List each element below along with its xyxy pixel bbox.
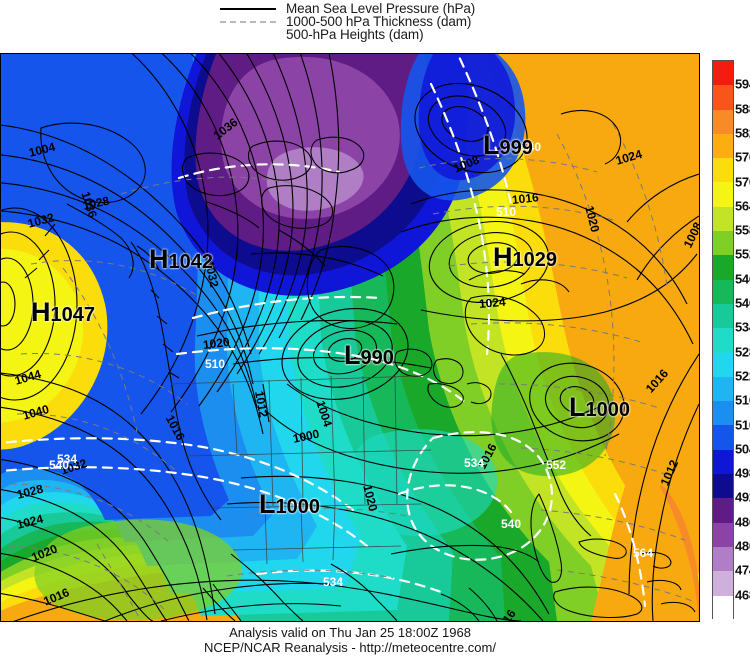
colorbar-tick: 582: [735, 125, 750, 141]
pressure-center-value: 1000: [585, 399, 631, 421]
thickness-label: 510: [496, 205, 517, 219]
colorbar-tick: 564: [735, 198, 750, 214]
pressure-center-type: H: [149, 244, 169, 274]
legend-label-heights: 500-hPa Heights (dam): [286, 27, 424, 42]
colorbar-cell: [713, 279, 733, 304]
legend-item-heights: 500-hPa Heights (dam): [220, 27, 424, 42]
colorbar-cell: [713, 182, 733, 207]
colorbar-cell: [713, 206, 733, 232]
map-contour-graphic: [1, 54, 699, 621]
colorbar-tick: 486: [735, 514, 750, 530]
colorbar-cell: [713, 61, 733, 86]
colorbar-tick: 540: [735, 295, 750, 311]
colorbar-tick: 498: [735, 465, 750, 481]
colorbar-tick: 468: [735, 587, 750, 603]
colorbar-tick: 534: [735, 319, 750, 335]
pressure-center-l-990: L990: [344, 342, 394, 369]
pressure-center-h-1042: H1042: [149, 246, 213, 273]
colorbar-tick: 552: [735, 246, 750, 262]
caption-line-1: Analysis valid on Thu Jan 25 18:00Z 1968: [229, 625, 471, 640]
thickness-label: 540: [501, 517, 522, 531]
pressure-center-l-999: L999: [483, 132, 533, 159]
colorbar-tick: 510: [735, 417, 750, 432]
pressure-center-h-1029: H1029: [493, 244, 557, 271]
legend-label-mslp: Mean Sea Level Pressure (hPa): [286, 1, 476, 16]
pressure-center-type: L: [259, 489, 276, 519]
colorbar-tick: 594: [735, 76, 750, 92]
pressure-center-value: 990: [360, 347, 394, 369]
colorbar-cell: [713, 158, 733, 183]
legend-item-thickness: 1000-500 hPa Thickness (dam): [220, 14, 471, 29]
colorbar-cell: [713, 133, 733, 159]
pressure-center-type: L: [569, 392, 586, 422]
thickness-label: 510: [205, 357, 226, 371]
colorbar-cell: [713, 85, 733, 110]
colorbar-cell: [713, 522, 733, 547]
thickness-label: 534: [57, 452, 78, 466]
pressure-center-value: 1042: [168, 251, 214, 273]
legend-label-thickness: 1000-500 hPa Thickness (dam): [286, 14, 472, 29]
pressure-center-l-1000: L1000: [259, 491, 320, 518]
colorbar-cell: [713, 498, 733, 523]
pressure-center-value: 999: [499, 137, 533, 159]
colorbar-cell: [713, 571, 733, 596]
pressure-center-type: H: [31, 297, 51, 327]
pressure-center-type: L: [483, 130, 500, 160]
map-legend: Mean Sea Level Pressure (hPa) 1000-500 h…: [0, 0, 750, 52]
thickness-label: 534: [323, 575, 344, 589]
colorbar-cell: [713, 595, 733, 620]
thickness-label: 564: [633, 546, 654, 560]
colorbar[interactable]: 594 588 582 576 570 564 558 552 546 540 534 528 522 5…: [712, 60, 750, 625]
colorbar-cell: [713, 425, 733, 450]
colorbar-cell: [713, 231, 733, 256]
colorbar-cell: [713, 449, 733, 475]
legend-item-mslp: Mean Sea Level Pressure (hPa): [220, 1, 475, 16]
colorbar-tick: 492: [735, 489, 750, 505]
pressure-center-value: 1029: [512, 249, 558, 271]
colorbar-cell: [713, 352, 733, 377]
colorbar-tick: 558: [735, 222, 750, 238]
thickness-label: 534: [464, 456, 485, 470]
pressure-center-h-1047: H1047: [31, 299, 95, 326]
colorbar-tick: 522: [735, 368, 750, 384]
pressure-center-l-1000: L1000: [569, 394, 630, 421]
colorbar-strip: [712, 60, 734, 620]
thickness-label: 552: [546, 458, 567, 472]
thickness-label: 540: [521, 140, 542, 154]
colorbar-tick: 528: [735, 344, 750, 360]
caption-line-2: NCEP/NCAR Reanalysis - http://meteocentr…: [204, 640, 496, 655]
pressure-center-value: 1047: [50, 304, 96, 326]
map-plot-area[interactable]: 1004 1028 1032 1036 1036 1032 1044 1040 1032 1028…: [0, 53, 700, 622]
colorbar-cell: [713, 376, 733, 402]
colorbar-cell: [713, 328, 733, 353]
colorbar-cell: [713, 546, 733, 572]
colorbar-tick: 474: [735, 562, 750, 578]
dashed-line-icon: [220, 16, 276, 28]
colorbar-tick: 504: [735, 441, 750, 457]
colorbar-tick: 576: [735, 149, 750, 165]
colorbar-tick: 546: [735, 271, 750, 287]
map-caption: Analysis valid on Thu Jan 25 18:00Z 1968…: [0, 625, 700, 655]
colorbar-tick: 570: [735, 174, 750, 189]
colorbar-cell: [713, 401, 733, 426]
colorbar-tick: 516: [735, 392, 750, 408]
colorbar-cell: [713, 109, 733, 134]
colorbar-cell: [713, 303, 733, 329]
colorbar-tick: 588: [735, 101, 750, 117]
solid-line-icon: [220, 3, 276, 15]
isobar-label: 1024: [478, 294, 507, 311]
pressure-center-type: H: [493, 242, 513, 272]
thickness-label: 540: [49, 458, 70, 472]
pressure-center-value: 1000: [275, 496, 321, 518]
pressure-center-type: L: [344, 340, 361, 370]
colorbar-tick: 480: [735, 538, 750, 554]
colorbar-cell: [713, 474, 733, 499]
colorbar-cell: [713, 255, 733, 280]
no-line-icon: [220, 29, 276, 41]
